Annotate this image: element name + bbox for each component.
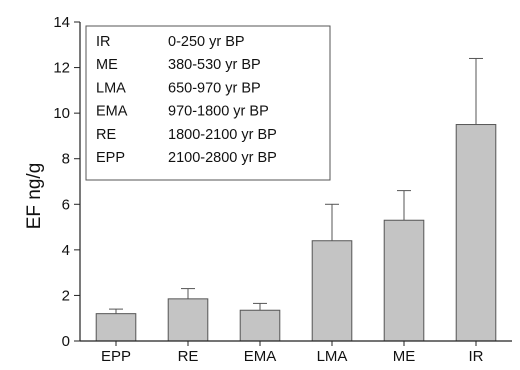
legend-abbr-lma: LMA — [96, 80, 126, 96]
x-tick-label-ema: EMA — [244, 348, 277, 365]
y-tick-label-6: 6 — [62, 196, 70, 213]
y-axis-title: EF ng/g — [24, 163, 45, 230]
y-tick-label-4: 4 — [62, 242, 70, 259]
bar-epp — [95, 313, 137, 342]
bar-re — [167, 298, 209, 342]
legend-range-ir: 0-250 yr BP — [168, 34, 245, 50]
y-tick-label-12: 12 — [53, 60, 70, 77]
y-tick-label-10: 10 — [53, 105, 70, 122]
x-tick-label-ir: IR — [469, 348, 484, 365]
bar-me — [383, 219, 425, 342]
legend-abbr-ir: IR — [96, 34, 111, 50]
x-tick-label-lma: LMA — [317, 348, 348, 365]
y-tick-label-2: 2 — [62, 287, 70, 304]
legend-range-epp: 2100-2800 yr BP — [168, 150, 277, 166]
legend-range-me: 380-530 yr BP — [168, 57, 261, 73]
legend: IR 0-250 yr BP ME 380-530 yr BP LMA 650-970 y… — [85, 25, 331, 181]
x-tick-label-epp: EPP — [101, 348, 131, 365]
x-tick-label-re: RE — [178, 348, 199, 365]
x-tick-label-me: ME — [393, 348, 416, 365]
y-tick-label-8: 8 — [62, 151, 70, 168]
y-tick-label-14: 14 — [53, 14, 70, 31]
bars-group — [95, 124, 497, 342]
legend-box — [85, 25, 331, 181]
legend-range-re: 1800-2100 yr BP — [168, 127, 277, 143]
legend-abbr-epp: EPP — [96, 150, 125, 166]
legend-abbr-re: RE — [96, 127, 116, 143]
legend-abbr-ema: EMA — [96, 104, 128, 120]
axes-group: EPP RE EMA LMA ME IR 0 2 4 6 8 10 12 14 — [53, 14, 512, 365]
legend-range-ema: 970-1800 yr BP — [168, 104, 269, 120]
error-bars-group — [109, 57, 483, 314]
legend-abbr-me: ME — [96, 57, 118, 73]
bar-lma — [311, 240, 353, 342]
bar-ema — [239, 309, 281, 342]
bar-ir — [455, 124, 497, 342]
y-tick-label-0: 0 — [62, 333, 70, 350]
legend-range-lma: 650-970 yr BP — [168, 80, 261, 96]
